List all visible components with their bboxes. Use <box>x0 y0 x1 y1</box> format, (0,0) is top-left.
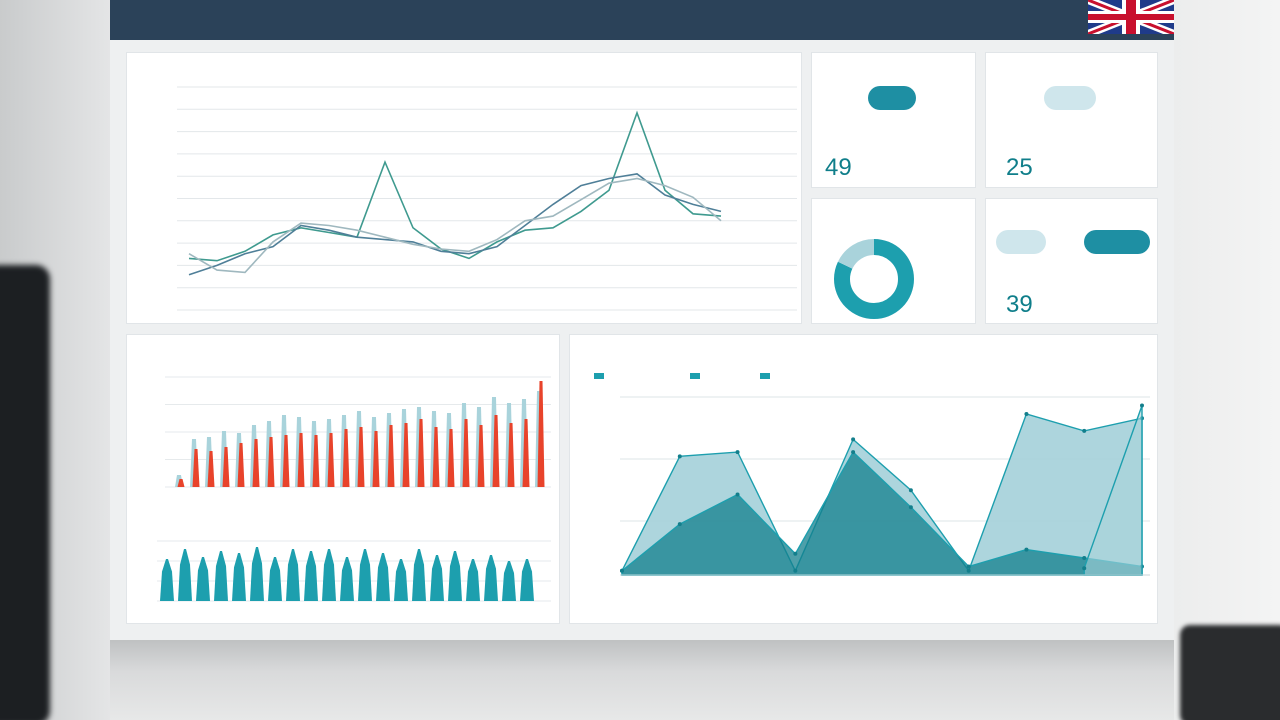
uk-flag-icon[interactable] <box>1088 0 1174 34</box>
bar-mark <box>448 551 462 601</box>
data-point <box>1082 428 1087 433</box>
kpi-card: 39 <box>985 198 1158 324</box>
data-point <box>851 437 856 442</box>
desk-background-right <box>1174 0 1280 720</box>
data-point <box>851 450 856 455</box>
kpi-filter-pill-active[interactable] <box>1084 230 1150 254</box>
line-chart-panel <box>126 52 802 324</box>
bar-chart-panel <box>126 334 560 624</box>
legend-swatch <box>760 373 770 379</box>
bar-mark <box>282 435 290 487</box>
bar-mark <box>492 415 500 487</box>
donut-chart <box>834 239 914 319</box>
bar-mark <box>412 549 426 601</box>
data-point <box>677 454 682 459</box>
bar-mark <box>214 551 228 601</box>
bar-mark <box>304 551 318 601</box>
bar-chart <box>157 376 551 602</box>
bar-mark <box>160 559 174 601</box>
bar-mark <box>387 425 395 487</box>
data-point <box>793 551 798 556</box>
bar-mark <box>502 561 516 601</box>
blurred-object <box>0 265 50 720</box>
bar-mark <box>237 443 245 487</box>
bar-mark <box>477 425 485 487</box>
bar-mark <box>522 419 530 487</box>
data-point <box>1082 566 1087 571</box>
bar-mark <box>297 433 305 487</box>
line-series <box>188 177 722 274</box>
bar-mark <box>507 423 515 487</box>
kpi-main-value: 39 <box>1006 291 1033 318</box>
bar-mark <box>268 557 282 601</box>
bar-mark <box>196 557 210 601</box>
line-chart <box>177 86 797 311</box>
bar-mark <box>537 381 545 487</box>
bar-mark <box>484 555 498 601</box>
data-point <box>908 488 913 493</box>
bar-mark <box>207 451 215 487</box>
kpi-card: 25 <box>985 52 1158 188</box>
bar-mark <box>402 423 410 487</box>
bar-mark <box>394 559 408 601</box>
bar-mark <box>520 559 534 601</box>
bar-mark <box>177 479 185 487</box>
donut-chart-panel <box>811 198 976 324</box>
bar-mark <box>192 449 200 487</box>
bar-mark <box>358 549 372 601</box>
data-point <box>677 522 682 527</box>
bar-mark <box>430 555 444 601</box>
bar-mark <box>178 549 192 601</box>
blurred-object <box>1180 625 1280 720</box>
area-chart <box>594 373 1150 576</box>
desk-background-left <box>0 0 110 720</box>
bar-mark <box>417 419 425 487</box>
dashboard-screen: 49 25 39 <box>110 0 1174 640</box>
bar-mark <box>250 547 264 601</box>
bar-mark <box>252 439 260 487</box>
data-point <box>908 505 913 510</box>
bar-mark <box>376 553 390 601</box>
data-point <box>1082 556 1087 561</box>
bar-mark <box>432 427 440 487</box>
bar-mark <box>340 557 354 601</box>
bar-mark <box>322 549 336 601</box>
bar-mark <box>286 549 300 601</box>
bar-mark <box>372 431 380 487</box>
data-point <box>735 450 740 455</box>
bar-mark <box>342 429 350 487</box>
bar-mark <box>466 559 480 601</box>
data-point <box>966 564 971 569</box>
legend-swatch <box>594 373 604 379</box>
line-series <box>188 173 722 276</box>
legend-swatch <box>690 373 700 379</box>
top-navigation-bar <box>110 0 1174 40</box>
donut-slice <box>834 239 914 319</box>
data-point <box>1024 411 1029 416</box>
data-point <box>620 568 624 573</box>
kpi-main-value: 25 <box>1006 154 1033 181</box>
kpi-filter-pill-active[interactable] <box>868 86 916 110</box>
area-chart-panel <box>569 334 1158 624</box>
data-point <box>735 492 740 497</box>
kpi-filter-pill[interactable] <box>996 230 1046 254</box>
bar-mark <box>447 429 455 487</box>
bar-mark <box>267 437 275 487</box>
bar-mark <box>222 447 230 487</box>
bar-mark <box>232 553 246 601</box>
kpi-card: 49 <box>811 52 976 188</box>
kpi-main-value: 49 <box>825 154 852 181</box>
bar-mark <box>312 435 320 487</box>
monitor-bezel <box>110 640 1174 720</box>
kpi-filter-pill-active[interactable] <box>1044 86 1096 110</box>
bar-mark <box>462 419 470 487</box>
data-point <box>1140 403 1144 408</box>
data-point <box>1024 547 1029 552</box>
line-series <box>188 110 722 262</box>
bar-mark <box>327 433 335 487</box>
bar-mark <box>357 427 365 487</box>
